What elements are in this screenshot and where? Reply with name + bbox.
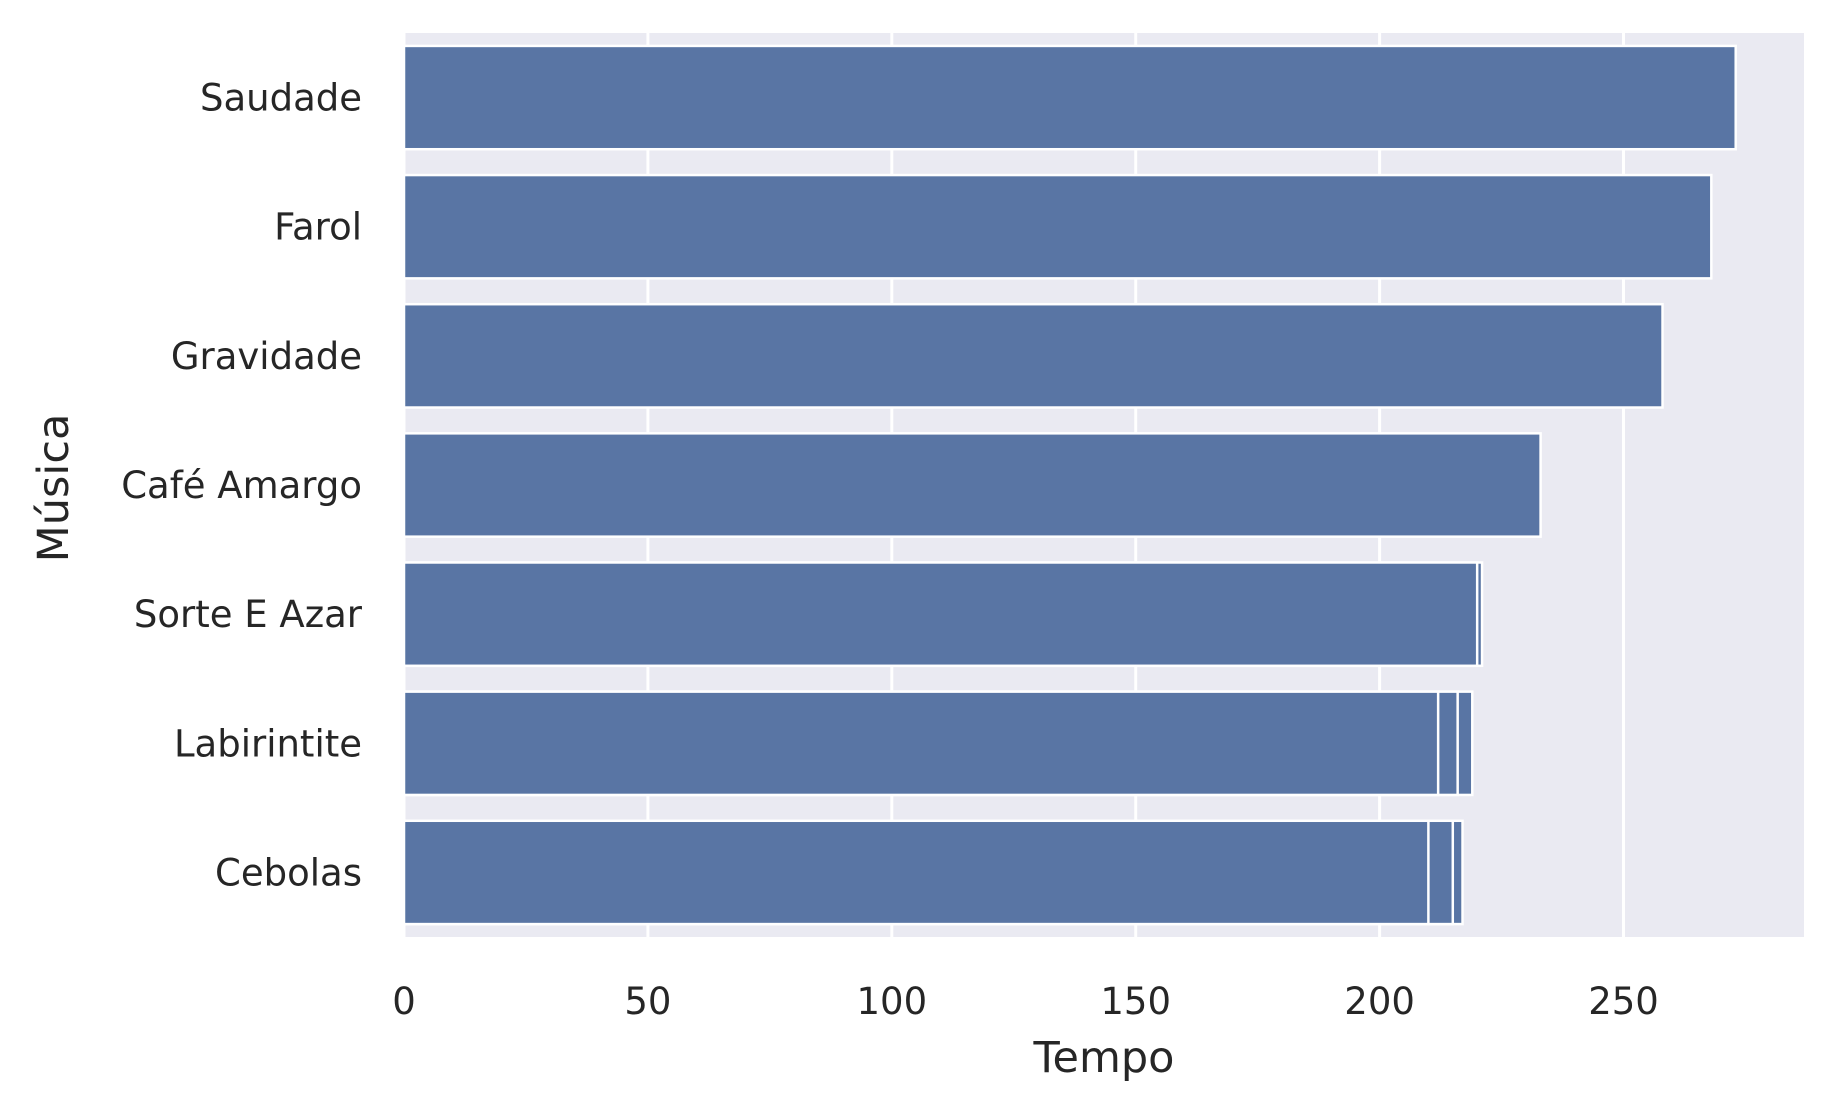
y-tick-label: Farol: [274, 206, 362, 249]
bars: [402, 44, 1737, 926]
y-tick-label: Cebolas: [215, 851, 362, 894]
bar: [402, 432, 1542, 538]
x-tick-label: 100: [856, 980, 927, 1023]
x-tick-label: 0: [392, 980, 416, 1023]
y-axis-label: Música: [29, 414, 79, 563]
x-tick-label: 250: [1588, 980, 1659, 1023]
bar: [402, 302, 1664, 409]
x-tick-labels: 0 50 100 150 200 250: [392, 980, 1659, 1023]
bar: [402, 819, 1430, 926]
bar: [402, 561, 1479, 668]
x-axis-label: Tempo: [1033, 1033, 1175, 1083]
x-tick-label: 50: [624, 980, 671, 1023]
y-tick-label: Café Amargo: [121, 464, 362, 507]
y-tick-label: Sorte E Azar: [134, 593, 363, 636]
x-tick-label: 150: [1100, 980, 1171, 1023]
y-tick-labels: Saudade Farol Gravidade Café Amargo Sorte E …: [121, 77, 363, 895]
y-tick-label: Gravidade: [171, 335, 362, 378]
bar: [402, 44, 1737, 151]
bar: [402, 690, 1440, 797]
bar: [402, 173, 1713, 280]
y-tick-label: Saudade: [200, 77, 362, 120]
y-tick-label: Labirintite: [174, 722, 362, 765]
x-tick-label: 200: [1344, 980, 1415, 1023]
